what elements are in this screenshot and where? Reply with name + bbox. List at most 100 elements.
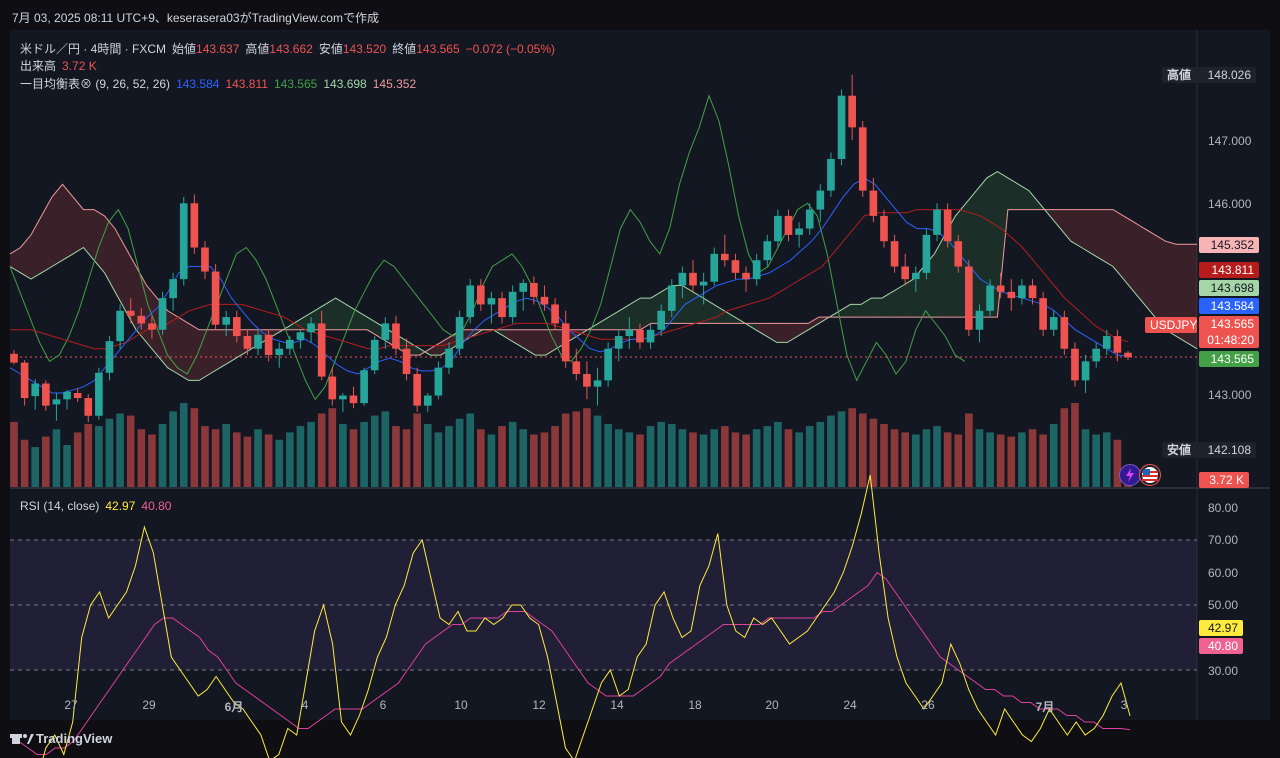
candle-body[interactable] bbox=[73, 393, 82, 399]
symbol-legend[interactable]: 米ドル／円 · 4時間 · FXCM 始値143.637 高値143.662 安値14… bbox=[20, 40, 561, 57]
candle-body[interactable] bbox=[476, 285, 485, 305]
candle[interactable] bbox=[360, 367, 368, 406]
candle-body[interactable] bbox=[890, 241, 899, 267]
candle-body[interactable] bbox=[593, 380, 602, 387]
candle[interactable] bbox=[286, 336, 294, 356]
candle-body[interactable] bbox=[31, 383, 40, 397]
candle[interactable] bbox=[965, 260, 973, 337]
candle[interactable] bbox=[392, 315, 400, 356]
candle[interactable] bbox=[742, 266, 750, 292]
candle[interactable] bbox=[1049, 310, 1058, 337]
candle[interactable] bbox=[954, 234, 963, 273]
candle[interactable] bbox=[1007, 279, 1016, 311]
candle[interactable] bbox=[307, 317, 315, 343]
candle-body[interactable] bbox=[360, 370, 368, 404]
candle[interactable] bbox=[752, 253, 761, 286]
candle[interactable] bbox=[911, 266, 920, 292]
lightning-icon[interactable] bbox=[1119, 464, 1141, 486]
candle-body[interactable] bbox=[911, 272, 920, 280]
candle[interactable] bbox=[922, 228, 931, 280]
candle[interactable] bbox=[455, 310, 464, 356]
candle-body[interactable] bbox=[286, 339, 294, 349]
candle-body[interactable] bbox=[667, 285, 676, 311]
candle-body[interactable] bbox=[625, 329, 634, 337]
candle-body[interactable] bbox=[636, 329, 644, 343]
candle-body[interactable] bbox=[10, 353, 18, 363]
candle-body[interactable] bbox=[784, 215, 793, 235]
candle-body[interactable] bbox=[498, 298, 506, 318]
candle-body[interactable] bbox=[434, 367, 443, 396]
candle[interactable] bbox=[890, 234, 899, 273]
candle[interactable] bbox=[975, 304, 984, 343]
candle[interactable] bbox=[254, 329, 262, 356]
candle-body[interactable] bbox=[232, 317, 241, 337]
candle-body[interactable] bbox=[657, 310, 666, 330]
candle[interactable] bbox=[201, 241, 209, 280]
symbol-tag[interactable]: USDJPY bbox=[1145, 317, 1197, 333]
candle-body[interactable] bbox=[816, 190, 825, 210]
candle[interactable] bbox=[148, 315, 156, 339]
candle-body[interactable] bbox=[901, 266, 910, 280]
candle-body[interactable] bbox=[858, 127, 867, 191]
candle[interactable] bbox=[933, 203, 941, 242]
candle[interactable] bbox=[370, 336, 379, 375]
candle[interactable] bbox=[31, 379, 40, 410]
candle[interactable] bbox=[1018, 279, 1026, 305]
candle[interactable] bbox=[795, 222, 803, 248]
candle[interactable] bbox=[1060, 310, 1069, 356]
volume-legend[interactable]: 出来高 3.72 K bbox=[20, 57, 103, 74]
candle[interactable] bbox=[869, 177, 878, 223]
candle-body[interactable] bbox=[1102, 336, 1111, 349]
candle[interactable] bbox=[498, 291, 506, 324]
candle-body[interactable] bbox=[519, 282, 528, 292]
candle-body[interactable] bbox=[179, 203, 188, 280]
candle[interactable] bbox=[445, 342, 453, 375]
candle-body[interactable] bbox=[508, 291, 517, 318]
candle-body[interactable] bbox=[1092, 348, 1100, 362]
candle-body[interactable] bbox=[869, 190, 878, 216]
candle-body[interactable] bbox=[148, 323, 156, 330]
candle-body[interactable] bbox=[349, 395, 358, 404]
candle[interactable] bbox=[349, 386, 358, 409]
candle[interactable] bbox=[784, 209, 793, 242]
candle-body[interactable] bbox=[721, 253, 729, 261]
candle[interactable] bbox=[858, 121, 867, 197]
candle[interactable] bbox=[243, 329, 252, 356]
candle[interactable] bbox=[232, 310, 241, 343]
candle-body[interactable] bbox=[1049, 317, 1058, 330]
candle-body[interactable] bbox=[413, 374, 421, 406]
candle-body[interactable] bbox=[530, 282, 538, 297]
candle[interactable] bbox=[1081, 355, 1090, 393]
candle-body[interactable] bbox=[254, 334, 262, 349]
candle-body[interactable] bbox=[190, 203, 199, 248]
candle-body[interactable] bbox=[296, 332, 305, 340]
candle[interactable] bbox=[848, 74, 856, 140]
candle[interactable] bbox=[561, 310, 570, 368]
candle-body[interactable] bbox=[116, 310, 124, 342]
candle[interactable] bbox=[476, 279, 485, 311]
candle[interactable] bbox=[689, 260, 697, 292]
candle-body[interactable] bbox=[158, 298, 167, 330]
candle-body[interactable] bbox=[1028, 285, 1037, 299]
candle-body[interactable] bbox=[42, 383, 50, 406]
candle-body[interactable] bbox=[307, 323, 315, 333]
candle[interactable] bbox=[328, 367, 337, 406]
candle[interactable] bbox=[169, 272, 177, 311]
ichimoku-legend[interactable]: 一目均衡表⊗ (9, 26, 52, 26) 143.584 143.811 143.… bbox=[20, 75, 422, 92]
candle[interactable] bbox=[551, 298, 559, 330]
candle-body[interactable] bbox=[275, 348, 284, 356]
candle-body[interactable] bbox=[1081, 361, 1090, 381]
candle[interactable] bbox=[84, 394, 93, 423]
candle-body[interactable] bbox=[1039, 298, 1047, 330]
candle[interactable] bbox=[296, 329, 305, 349]
candle[interactable] bbox=[317, 310, 326, 381]
candle[interactable] bbox=[381, 317, 390, 349]
candle[interactable] bbox=[137, 308, 146, 330]
candle[interactable] bbox=[837, 89, 846, 166]
candle-body[interactable] bbox=[572, 361, 581, 375]
candle[interactable] bbox=[190, 194, 199, 254]
candle[interactable] bbox=[646, 323, 655, 349]
candle-body[interactable] bbox=[264, 334, 273, 356]
candle[interactable] bbox=[530, 276, 538, 305]
